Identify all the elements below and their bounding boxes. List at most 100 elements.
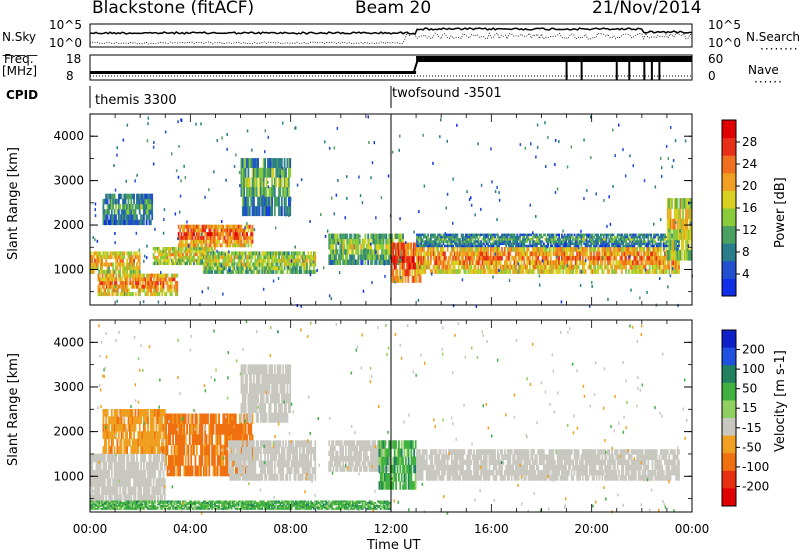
power-cell-10 bbox=[416, 244, 418, 248]
power-scatter bbox=[554, 138, 557, 142]
power-cell-7 bbox=[338, 254, 340, 260]
power-scatter bbox=[153, 141, 155, 144]
power-cell-10 bbox=[637, 240, 640, 243]
power-cell-0 bbox=[106, 255, 109, 260]
power-cell-5 bbox=[233, 255, 236, 260]
power-cell-9 bbox=[501, 255, 503, 261]
velocity-cell-0 bbox=[149, 461, 152, 471]
power-cell-4 bbox=[186, 235, 188, 240]
power-cell-9 bbox=[526, 255, 528, 261]
power-cell-4 bbox=[204, 228, 207, 233]
power-cell-0 bbox=[92, 255, 95, 260]
power-scatter bbox=[667, 157, 670, 161]
power-cell-9 bbox=[595, 255, 598, 261]
power-cell-10 bbox=[455, 244, 457, 248]
power-cell-9 bbox=[453, 251, 456, 257]
power-cell-7 bbox=[352, 244, 354, 250]
power-cell-6 bbox=[283, 206, 286, 217]
power-cell-9 bbox=[435, 260, 438, 265]
power-cell-4 bbox=[190, 235, 193, 240]
velocity-cell-1 bbox=[105, 431, 108, 439]
power-cell-5 bbox=[232, 269, 234, 274]
power-cell-4 bbox=[237, 224, 240, 229]
power-scatter bbox=[663, 247, 665, 251]
power-cell-4 bbox=[197, 232, 200, 237]
velocity-cell-0 bbox=[124, 486, 127, 495]
power-cell-5 bbox=[228, 255, 230, 260]
power-cell-10 bbox=[551, 233, 554, 237]
power-cell-4 bbox=[244, 239, 247, 244]
power-cell-3 bbox=[162, 252, 165, 257]
power-cell-9 bbox=[608, 247, 611, 252]
power-cell-9 bbox=[622, 251, 625, 257]
power-cell-5 bbox=[292, 266, 294, 271]
power-cell-9 bbox=[626, 251, 629, 257]
power-cell-9 bbox=[590, 269, 593, 274]
power-cell-4 bbox=[247, 224, 250, 229]
power-cell-10 bbox=[565, 235, 567, 239]
power-cell-9 bbox=[647, 269, 650, 274]
velocity-cell-1 bbox=[158, 431, 161, 439]
power-cell-2 bbox=[149, 219, 152, 226]
power-cell-3 bbox=[207, 247, 209, 251]
velocity-cell-0 bbox=[143, 486, 145, 495]
power-cell-10 bbox=[555, 233, 558, 237]
velocity-cell-2 bbox=[184, 465, 187, 477]
power-cell-6 bbox=[247, 187, 250, 197]
power-cell-9 bbox=[607, 260, 609, 265]
power-cell-11 bbox=[673, 239, 676, 251]
power-cell-10 bbox=[590, 244, 593, 248]
power-cell-9 bbox=[423, 255, 425, 261]
power-cell-9 bbox=[545, 251, 548, 257]
power-cell-3 bbox=[162, 247, 165, 251]
power-cell-4 bbox=[200, 228, 202, 233]
power-cell-9 bbox=[533, 260, 535, 265]
power-cell-10 bbox=[474, 238, 477, 241]
power-cell-5 bbox=[204, 266, 207, 271]
power-cell-10 bbox=[563, 233, 566, 237]
velocity-cell-0 bbox=[158, 486, 161, 495]
power-cell-10 bbox=[538, 242, 541, 245]
power-cell-10 bbox=[515, 238, 517, 241]
power-cell-9 bbox=[650, 255, 652, 261]
power-cell-10 bbox=[639, 233, 641, 237]
power-cell-9 bbox=[520, 251, 523, 257]
power-scatter bbox=[221, 136, 223, 140]
power-cell-10 bbox=[535, 235, 538, 239]
power-cell-9 bbox=[457, 255, 460, 261]
power-cell-9 bbox=[572, 264, 574, 270]
power-cell-9 bbox=[423, 247, 425, 252]
power-cell-5 bbox=[207, 266, 209, 271]
power-cell-9 bbox=[508, 255, 510, 261]
freq-unit: [MHz] bbox=[2, 64, 38, 78]
power-cell-10 bbox=[615, 242, 618, 245]
power-cell-10 bbox=[519, 233, 521, 237]
power-cell-10 bbox=[481, 238, 484, 241]
power-scatter bbox=[216, 139, 218, 143]
power-cell-7 bbox=[354, 238, 357, 245]
power-cell-5 bbox=[218, 251, 220, 256]
power-cell-9 bbox=[499, 264, 502, 270]
power-cell-10 bbox=[659, 235, 662, 239]
power-cell-0 bbox=[92, 251, 95, 256]
power-cell-10 bbox=[494, 235, 496, 239]
power-cell-7 bbox=[343, 259, 346, 265]
power-cell-3 bbox=[202, 249, 205, 254]
power-cell-9 bbox=[484, 260, 487, 265]
power-cell-1 bbox=[112, 273, 115, 278]
power-cell-10 bbox=[618, 242, 620, 245]
power-scatter bbox=[671, 267, 674, 271]
velocity-cell-1 bbox=[105, 416, 108, 425]
velocity-cell-2 bbox=[172, 455, 174, 466]
power-cell-6 bbox=[268, 196, 271, 207]
power-cell-9 bbox=[647, 255, 650, 261]
power-cell-1 bbox=[121, 277, 123, 282]
power-cell-9 bbox=[427, 255, 429, 261]
power-cell-9 bbox=[654, 269, 657, 274]
power-cell-6 bbox=[255, 158, 258, 168]
velocity-cell-1 bbox=[136, 438, 138, 447]
power-cell-10 bbox=[547, 242, 549, 245]
velocity-cell-0 bbox=[156, 486, 159, 495]
power-cell-2 bbox=[126, 219, 128, 226]
power-cell-9 bbox=[573, 255, 576, 261]
